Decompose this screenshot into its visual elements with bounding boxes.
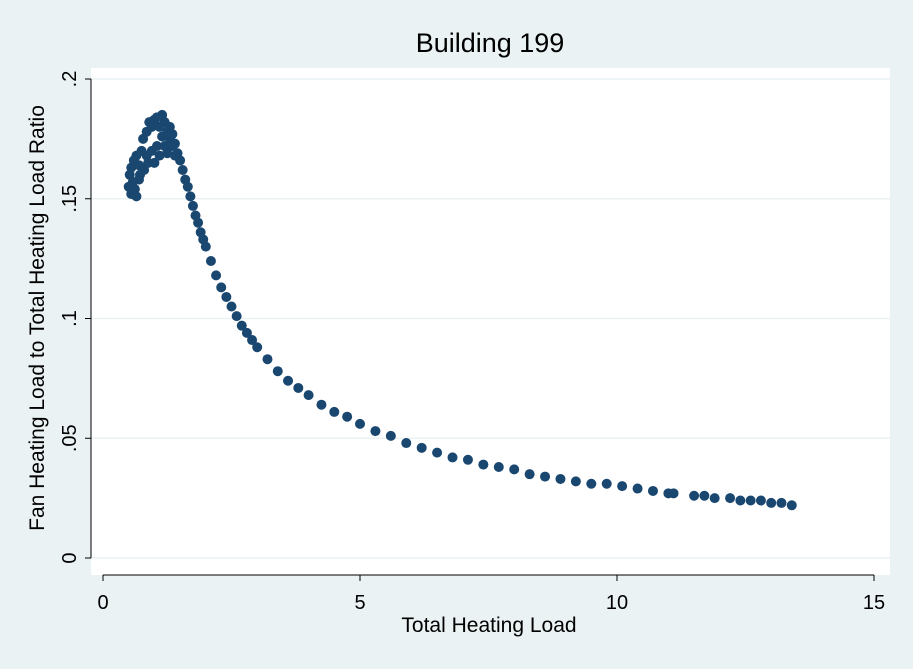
- y-tick-label: .2: [59, 71, 81, 88]
- data-points: [123, 109, 797, 511]
- data-point: [162, 148, 173, 159]
- data-point: [272, 366, 283, 377]
- data-point: [385, 430, 396, 441]
- data-point: [151, 141, 162, 152]
- data-point: [786, 500, 797, 511]
- data-point: [766, 497, 777, 508]
- data-point: [200, 241, 211, 252]
- data-point: [316, 399, 327, 410]
- data-point: [447, 452, 458, 463]
- data-point: [262, 354, 273, 365]
- y-tick-label: .05: [59, 424, 81, 452]
- data-point: [632, 483, 643, 494]
- x-tick-label: 15: [863, 592, 885, 614]
- data-point: [555, 473, 566, 484]
- data-point: [177, 165, 188, 176]
- data-point: [175, 155, 186, 166]
- data-point: [509, 464, 520, 475]
- data-point: [293, 382, 304, 393]
- data-point: [187, 200, 198, 211]
- gridlines: [91, 78, 890, 559]
- data-point: [167, 129, 178, 140]
- data-point: [185, 191, 196, 202]
- y-tick-label: .15: [59, 185, 81, 213]
- x-tick-label: 0: [97, 592, 108, 614]
- data-point: [745, 495, 756, 506]
- data-point: [601, 478, 612, 489]
- data-point: [216, 282, 227, 293]
- data-point: [699, 490, 710, 501]
- data-point: [182, 181, 193, 192]
- data-point: [193, 217, 204, 228]
- x-axis-label: Total Heating Load: [401, 614, 576, 637]
- data-point: [524, 469, 535, 480]
- axes: 0 .05 .1 .15 .2 0 5 10 15: [59, 71, 885, 614]
- data-point: [401, 438, 412, 449]
- data-point: [283, 375, 294, 386]
- x-tick-label: 10: [606, 592, 628, 614]
- data-point: [432, 447, 443, 458]
- data-point: [205, 256, 216, 267]
- data-point: [236, 320, 247, 331]
- data-point: [231, 311, 242, 322]
- data-point: [221, 291, 232, 302]
- data-point: [462, 454, 473, 465]
- y-axis-label: Fan Heating Load to Total Heating Load R…: [26, 105, 49, 531]
- data-point: [478, 459, 489, 470]
- data-point: [755, 495, 766, 506]
- data-point: [689, 490, 700, 501]
- data-point: [342, 411, 353, 422]
- data-point: [668, 488, 679, 499]
- data-point: [131, 191, 142, 202]
- data-point: [709, 493, 720, 504]
- data-point: [252, 342, 263, 353]
- data-point: [776, 497, 787, 508]
- data-point: [211, 270, 222, 281]
- data-point: [735, 495, 746, 506]
- y-tick-label: .1: [59, 310, 81, 327]
- data-point: [241, 327, 252, 338]
- data-point: [647, 485, 658, 496]
- chart-title: Building 199: [416, 28, 565, 58]
- data-point: [247, 335, 258, 346]
- data-point: [154, 150, 165, 161]
- data-point: [329, 406, 340, 417]
- data-point: [540, 471, 551, 482]
- data-point: [570, 476, 581, 487]
- data-point: [725, 493, 736, 504]
- x-tick-label: 5: [354, 592, 365, 614]
- data-point: [355, 418, 365, 429]
- data-point: [370, 426, 381, 437]
- data-point: [149, 157, 160, 168]
- data-point: [169, 138, 180, 149]
- data-point: [617, 481, 628, 492]
- plot-area: [91, 68, 890, 575]
- data-point: [493, 461, 504, 472]
- data-point: [416, 442, 427, 453]
- y-tick-label: 0: [59, 552, 81, 563]
- data-point: [586, 478, 597, 489]
- data-point: [303, 390, 314, 401]
- data-point: [226, 301, 237, 312]
